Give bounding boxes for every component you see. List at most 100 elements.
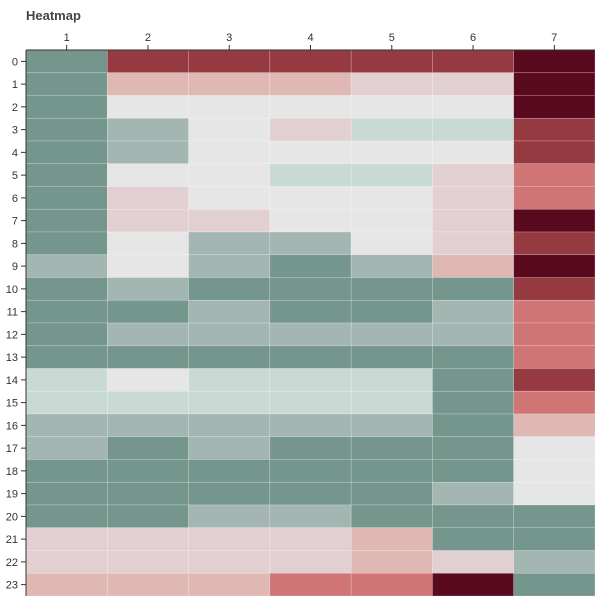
heatmap-cell-r19-c2 bbox=[106, 481, 189, 506]
heatmap-cell-r0-c1 bbox=[25, 49, 108, 74]
y-tick-label: 10 bbox=[6, 284, 18, 296]
heatmap-cell-r22-c3 bbox=[188, 550, 271, 574]
heatmap-cell-r20-c2 bbox=[106, 504, 189, 529]
heatmap-cell-r8-c6 bbox=[432, 231, 515, 256]
heatmap-cell-r17-c6 bbox=[432, 436, 515, 460]
heatmap-cells bbox=[25, 49, 596, 597]
x-axis: 1 2 3 4 5 6 7 bbox=[26, 32, 595, 51]
y-tick-label: 17 bbox=[6, 443, 18, 455]
y-tick-label: 15 bbox=[6, 398, 18, 410]
y-tick-label: 12 bbox=[6, 329, 18, 341]
heatmap-cell-r15-c2 bbox=[106, 390, 189, 415]
heatmap-cell-r7-c7 bbox=[513, 208, 596, 233]
heatmap-cell-r12-c4 bbox=[269, 322, 352, 347]
heatmap-cell-r8-c7 bbox=[513, 231, 596, 256]
heatmap-cell-r3-c7 bbox=[513, 117, 596, 142]
heatmap-cell-r10-c6 bbox=[432, 277, 515, 301]
heatmap-cell-r9-c6 bbox=[432, 254, 515, 278]
heatmap-cell-r6-c7 bbox=[513, 186, 596, 210]
heatmap-cell-r12-c5 bbox=[350, 322, 433, 347]
heatmap-cell-r22-c6 bbox=[432, 550, 515, 574]
y-tick-label: 7 bbox=[12, 216, 18, 228]
x-tick-label: 6 bbox=[470, 32, 476, 44]
y-tick-label: 6 bbox=[12, 193, 18, 205]
heatmap-cell-r1-c4 bbox=[269, 72, 352, 96]
y-tick-label: 16 bbox=[6, 420, 18, 432]
x-tick-label: 1 bbox=[64, 32, 70, 44]
heatmap-cell-r23-c6 bbox=[432, 572, 515, 597]
x-tick-label: 4 bbox=[307, 32, 313, 44]
heatmap-cell-r9-c5 bbox=[350, 254, 433, 278]
heatmap-cell-r5-c2 bbox=[106, 163, 189, 187]
heatmap-cell-r10-c4 bbox=[269, 277, 352, 301]
heatmap-cell-r9-c4 bbox=[269, 254, 352, 278]
heatmap-cell-r5-c4 bbox=[269, 163, 352, 187]
heatmap-cell-r19-c1 bbox=[25, 481, 108, 506]
heatmap-cell-r2-c7 bbox=[513, 95, 596, 119]
heatmap-cell-r18-c6 bbox=[432, 459, 515, 483]
heatmap-cell-r2-c1 bbox=[25, 95, 108, 119]
heatmap-cell-r13-c6 bbox=[432, 345, 515, 369]
heatmap-cell-r10-c3 bbox=[188, 277, 271, 301]
heatmap-cell-r20-c6 bbox=[432, 504, 515, 529]
heatmap-cell-r6-c6 bbox=[432, 186, 515, 210]
heatmap-cell-r1-c1 bbox=[25, 72, 108, 96]
heatmap-cell-r14-c7 bbox=[513, 368, 596, 392]
heatmap-cell-r21-c2 bbox=[106, 527, 189, 551]
heatmap-cell-r0-c3 bbox=[188, 49, 271, 74]
heatmap-cell-r12-c3 bbox=[188, 322, 271, 347]
heatmap-cell-r4-c1 bbox=[25, 140, 108, 165]
y-tick-label: 23 bbox=[6, 580, 18, 592]
heatmap-cell-r7-c1 bbox=[25, 208, 108, 233]
heatmap-cell-r14-c5 bbox=[350, 368, 433, 392]
heatmap-cell-r19-c4 bbox=[269, 481, 352, 506]
y-tick-label: 20 bbox=[6, 511, 18, 523]
heatmap-cell-r4-c3 bbox=[188, 140, 271, 165]
heatmap-cell-r16-c3 bbox=[188, 413, 271, 438]
y-tick-label: 13 bbox=[6, 352, 18, 364]
heatmap-cell-r21-c6 bbox=[432, 527, 515, 551]
y-tick-label: 3 bbox=[12, 125, 18, 137]
heatmap-cell-r16-c4 bbox=[269, 413, 352, 438]
heatmap-cell-r3-c3 bbox=[188, 117, 271, 142]
heatmap-cell-r8-c5 bbox=[350, 231, 433, 256]
heatmap-cell-r21-c1 bbox=[25, 527, 108, 551]
heatmap-cell-r10-c7 bbox=[513, 277, 596, 301]
heatmap-cell-r19-c7 bbox=[513, 481, 596, 506]
heatmap-cell-r21-c4 bbox=[269, 527, 352, 551]
heatmap-cell-r5-c3 bbox=[188, 163, 271, 187]
chart-title: Heatmap bbox=[26, 8, 81, 23]
heatmap-cell-r21-c7 bbox=[513, 527, 596, 551]
heatmap-cell-r6-c2 bbox=[106, 186, 189, 210]
heatmap-cell-r14-c3 bbox=[188, 368, 271, 392]
heatmap-cell-r18-c7 bbox=[513, 459, 596, 483]
heatmap-cell-r12-c6 bbox=[432, 322, 515, 347]
heatmap-cell-r21-c5 bbox=[350, 527, 433, 551]
heatmap-cell-r23-c5 bbox=[350, 572, 433, 597]
heatmap-cell-r14-c4 bbox=[269, 368, 352, 392]
heatmap-cell-r11-c1 bbox=[25, 299, 108, 324]
heatmap-cell-r13-c4 bbox=[269, 345, 352, 369]
heatmap-cell-r19-c5 bbox=[350, 481, 433, 506]
heatmap-cell-r23-c1 bbox=[25, 572, 108, 597]
y-tick-label: 14 bbox=[6, 375, 18, 387]
heatmap-cell-r19-c6 bbox=[432, 481, 515, 506]
heatmap-cell-r0-c2 bbox=[106, 49, 189, 74]
heatmap-cell-r17-c2 bbox=[106, 436, 189, 460]
heatmap-cell-r5-c1 bbox=[25, 163, 108, 187]
y-tick-label: 2 bbox=[12, 102, 18, 114]
heatmap-cell-r9-c1 bbox=[25, 254, 108, 278]
heatmap-cell-r15-c3 bbox=[188, 390, 271, 415]
y-tick-label: 4 bbox=[12, 147, 18, 159]
x-tick-label: 2 bbox=[145, 32, 151, 44]
heatmap-cell-r12-c2 bbox=[106, 322, 189, 347]
heatmap-cell-r13-c2 bbox=[106, 345, 189, 369]
x-tick-label: 5 bbox=[389, 32, 395, 44]
heatmap-cell-r16-c2 bbox=[106, 413, 189, 438]
heatmap-cell-r10-c5 bbox=[350, 277, 433, 301]
heatmap-cell-r4-c6 bbox=[432, 140, 515, 165]
heatmap-cell-r18-c3 bbox=[188, 459, 271, 483]
y-tick-label: 0 bbox=[12, 56, 18, 68]
